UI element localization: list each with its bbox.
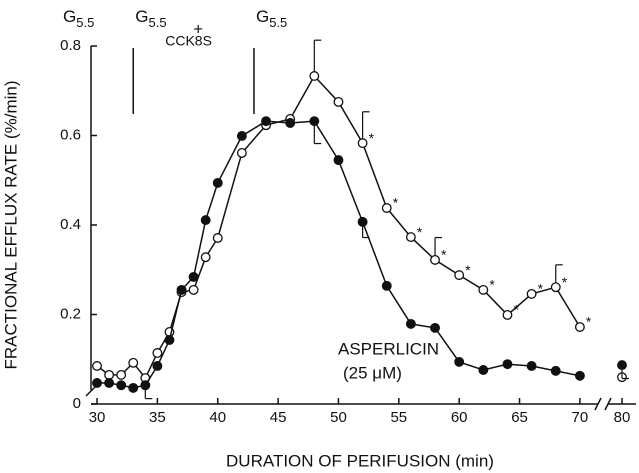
y-tick-label: 0.4 <box>60 216 81 233</box>
data-point <box>526 361 537 371</box>
significance-mark: * <box>417 224 423 240</box>
data-point <box>617 360 627 371</box>
x-tick-label: 35 <box>149 409 166 426</box>
x-tick-label: 55 <box>390 409 407 426</box>
data-point <box>550 365 561 376</box>
data-point <box>550 282 561 293</box>
data-point <box>236 148 247 158</box>
data-point <box>104 369 115 380</box>
y-tick-label: 0.8 <box>60 37 81 54</box>
data-point <box>104 378 115 388</box>
period-label: G5.5 <box>256 7 287 30</box>
x-tick-label: 30 <box>89 409 106 426</box>
data-point <box>128 357 139 368</box>
data-point <box>309 71 320 81</box>
data-point <box>357 138 368 149</box>
data-point <box>200 215 211 226</box>
data-point <box>236 130 247 141</box>
x-axis-title: DURATION OF PERIFUSION (min) <box>226 451 494 470</box>
data-point <box>261 116 271 127</box>
data-point <box>574 322 585 332</box>
data-point <box>502 359 513 370</box>
period-sub: 5.5 <box>269 15 287 30</box>
x-tick-label: 65 <box>511 409 528 426</box>
data-point <box>152 348 163 358</box>
annotation: (25 μM) <box>343 363 402 382</box>
data-point <box>285 118 296 128</box>
significance-mark: * <box>441 247 447 263</box>
period-agent: CCK8S <box>165 33 212 49</box>
period-base: G <box>63 7 76 26</box>
significance-mark: * <box>586 314 592 330</box>
significance-mark: * <box>369 130 375 146</box>
significance-mark: * <box>489 277 495 293</box>
x-tick-label: 60 <box>451 409 468 426</box>
period-label: G5.5 <box>63 7 94 30</box>
data-point <box>430 254 440 265</box>
data-point <box>357 216 368 227</box>
period-base: G <box>135 7 148 26</box>
x-tick-label: 45 <box>270 409 287 426</box>
data-point <box>176 284 187 295</box>
data-point <box>212 233 223 243</box>
significance-mark: * <box>513 302 519 318</box>
period-plus: + <box>193 19 203 38</box>
data-point <box>381 280 392 291</box>
x-break <box>604 397 612 411</box>
y-tick-label: 0.2 <box>60 305 81 322</box>
data-point <box>309 116 320 127</box>
data-point <box>212 177 223 188</box>
x-tick-label: 50 <box>330 409 347 426</box>
data-point <box>333 155 344 166</box>
data-point <box>454 270 465 281</box>
significance-mark: * <box>538 281 544 297</box>
data-point <box>381 203 392 213</box>
x-break <box>594 397 602 411</box>
significance-mark: * <box>562 274 568 290</box>
y-axis-break <box>85 385 97 397</box>
data-point <box>574 370 585 381</box>
y-tick-label: 0.6 <box>60 126 81 143</box>
data-point <box>152 361 163 371</box>
data-point <box>526 288 537 299</box>
significance-mark: * <box>393 195 399 211</box>
data-point <box>478 284 489 295</box>
period-sub: 5.5 <box>148 15 166 30</box>
annotation: ASPERLICIN <box>338 339 439 358</box>
data-point <box>430 322 440 333</box>
data-point <box>116 380 127 391</box>
data-point <box>200 252 211 263</box>
x-tick-label: 70 <box>572 409 589 426</box>
period-label: G5.5 <box>135 7 166 30</box>
x-tick-label: 80 <box>614 409 631 426</box>
data-point <box>454 356 465 367</box>
data-point <box>405 318 416 329</box>
x-tick-label: 40 <box>209 409 226 426</box>
period-sub: 5.5 <box>76 15 94 30</box>
significance-mark: * <box>465 262 471 278</box>
data-point <box>140 380 151 391</box>
data-point <box>188 271 199 282</box>
data-point <box>502 309 513 320</box>
period-base: G <box>256 7 269 26</box>
data-point <box>92 361 102 371</box>
data-point <box>116 369 127 380</box>
y-tick-label: 0 <box>73 395 81 412</box>
data-point <box>333 96 344 107</box>
data-point <box>128 382 139 393</box>
data-point <box>405 232 416 243</box>
data-point <box>164 335 175 345</box>
y-axis-title: FRACTIONAL EFFLUX RATE (%/min) <box>1 80 20 369</box>
data-point <box>92 378 102 388</box>
data-point <box>188 284 199 295</box>
data-point <box>478 365 489 375</box>
